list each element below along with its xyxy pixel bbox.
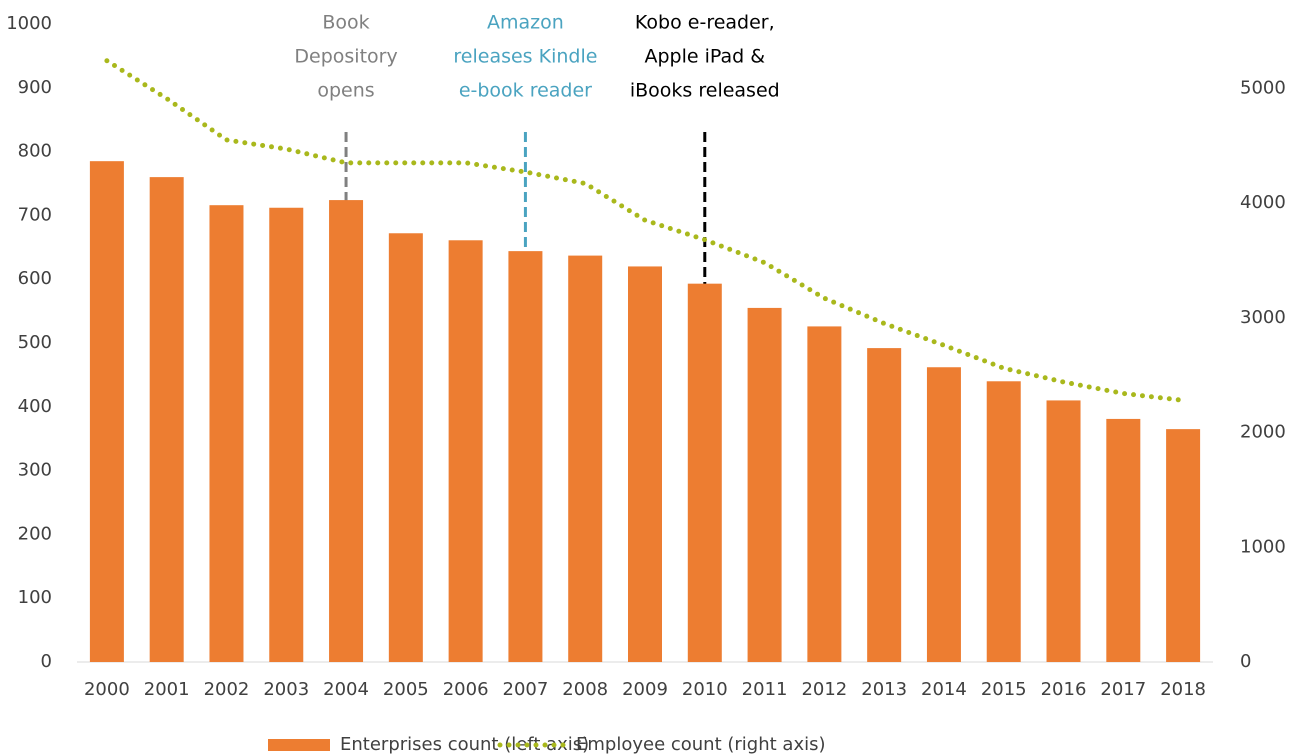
bar (807, 326, 842, 662)
x-tick-label: 2014 (921, 679, 967, 700)
x-tick-label: 2015 (981, 679, 1027, 700)
bar (1106, 418, 1141, 662)
x-tick-label: 2005 (383, 679, 429, 700)
annotation-text: iBooks released (630, 80, 780, 102)
y2-tick-label: 5000 (1240, 77, 1286, 98)
bar (388, 233, 423, 663)
annotation-text: Kobo e-reader, (635, 12, 775, 34)
annotation-text: Depository (294, 46, 397, 68)
bar (269, 207, 304, 662)
bar (1166, 429, 1201, 662)
x-tick-label: 2001 (144, 679, 190, 700)
bar (628, 266, 662, 662)
x-tick-label: 2011 (742, 679, 788, 700)
x-tick-label: 2008 (562, 679, 608, 700)
line (104, 58, 1186, 403)
x-tick-label: 2018 (1160, 679, 1206, 700)
y-tick-label: 300 (18, 460, 52, 481)
bar (209, 205, 244, 662)
x-tick-label: 2013 (861, 679, 907, 700)
bar (508, 251, 543, 663)
y-tick-label: 900 (18, 77, 52, 98)
y2-tick-label: 4000 (1240, 192, 1286, 213)
bar (329, 200, 364, 662)
annotation-text: Book (322, 12, 369, 34)
y2-tick-label: 3000 (1240, 307, 1286, 328)
annotation-text: e-book reader (459, 80, 592, 102)
legend-swatch (268, 739, 330, 751)
bar (986, 381, 1021, 662)
x-tick-label: 2016 (1041, 679, 1087, 700)
bar (448, 240, 483, 663)
annotation-text: opens (317, 80, 374, 102)
annotation-text: Apple iPad & (645, 46, 766, 68)
y-tick-label: 400 (18, 396, 52, 417)
y2-tick-label: 1000 (1240, 536, 1286, 557)
x-tick-label: 2006 (443, 679, 489, 700)
annotation-text: releases Kindle (453, 46, 597, 68)
bar (867, 348, 902, 662)
y-tick-label: 1000 (6, 13, 52, 34)
bar (747, 307, 782, 662)
bar (926, 367, 961, 662)
x-tick-label: 2010 (682, 679, 728, 700)
y-tick-label: 600 (18, 268, 52, 289)
x-tick-label: 2004 (323, 679, 369, 700)
bar (687, 283, 722, 662)
x-tick-label: 2007 (503, 679, 549, 700)
y2-tick-label: 0 (1240, 651, 1251, 672)
bar (568, 255, 603, 662)
y-tick-label: 500 (18, 332, 52, 353)
bar (1046, 400, 1081, 662)
x-tick-label: 2017 (1100, 679, 1146, 700)
y-tick-label: 100 (18, 587, 52, 608)
x-tick-label: 2012 (801, 679, 847, 700)
legend-label: Employee count (right axis) (576, 734, 826, 755)
bar (89, 161, 124, 663)
legend-label: Enterprises count (left axis) (340, 734, 589, 755)
y-tick-label: 200 (18, 523, 52, 544)
x-tick-label: 2002 (204, 679, 250, 700)
y-tick-label: 700 (18, 204, 52, 225)
annotation-text: Amazon (487, 12, 564, 34)
y2-tick-label: 2000 (1240, 422, 1286, 443)
x-tick-label: 2003 (263, 679, 309, 700)
x-tick-label: 2009 (622, 679, 668, 700)
y-tick-label: 0 (41, 651, 52, 672)
x-tick-label: 2000 (84, 679, 130, 700)
y-tick-label: 800 (18, 141, 52, 162)
bar (149, 177, 184, 662)
